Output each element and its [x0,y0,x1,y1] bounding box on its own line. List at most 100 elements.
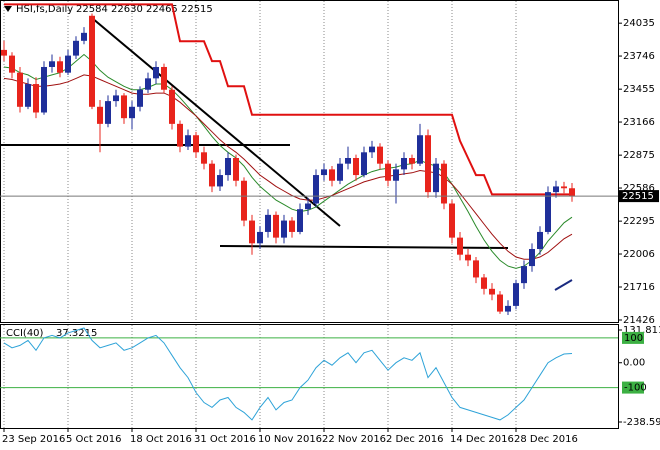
chart-title: HSI,fs,Daily [16,4,73,15]
candle-body [241,180,247,221]
level-label: 100 [624,333,643,344]
candle-body [113,95,119,102]
price-label: 22515 [622,191,654,202]
candle-body [97,106,103,124]
x-tick-label: 18 Oct 2016 [130,434,192,445]
y-tick-label: 131.8119 [623,325,660,336]
level-box [622,381,644,394]
x-tick-label: 5 Oct 2016 [66,434,121,445]
candle-body [393,169,399,181]
candle-body [145,78,151,90]
indicator-line [3,74,573,260]
candle-body [41,66,47,113]
candle-body [513,283,519,306]
x-tick-label: 31 Oct 2016 [194,434,256,445]
y-tick-label: 21716 [623,282,655,293]
candle-body [409,157,415,164]
candle-body [137,89,143,107]
candle-body [441,163,447,204]
trend-line [91,17,341,227]
y-tick-label: 22006 [623,249,655,260]
x-tick-label: 10 Nov 2016 [258,434,322,445]
candle-body [201,152,207,164]
candle-body [1,49,7,56]
cci-title: CCI(40) [6,328,44,339]
candle-body [537,231,543,250]
candle-body [561,186,567,189]
level-box [622,331,644,344]
candle-body [337,163,343,181]
ohlc-header: 22584 22630 22465 22515 [76,4,213,15]
candle-body [193,135,199,153]
candle-body [497,294,503,312]
candle-body [81,32,87,41]
candle-body [121,95,127,119]
candle-body [545,192,551,232]
candle-body [353,157,359,176]
candle-body [257,231,263,244]
candle-body [177,123,183,147]
cci-value: 37.3215 [56,328,97,339]
y-tick-label: 23746 [623,51,655,62]
candle-body [401,157,407,170]
candle-body [369,146,375,153]
candle-body [217,175,223,187]
candle-body [297,209,303,232]
indicator-line [3,53,573,269]
candle-body [57,61,63,73]
candle-body [209,163,215,187]
candle-body [233,157,239,181]
candle-body [529,249,535,267]
candle-body [129,106,135,119]
candle-body [425,135,431,193]
x-tick-label: 14 Dec 2016 [450,434,514,445]
candle-body [289,220,295,232]
y-tick-label: 23166 [623,117,655,128]
candle-body [385,163,391,181]
candle-body [417,135,423,164]
cci-line [3,327,573,421]
y-tick-label: 0.00 [623,358,645,369]
support-line [219,245,509,249]
candle-body [521,266,527,284]
candle-body [65,55,71,73]
candle-body [345,157,351,164]
y-tick-label: -238.593 [623,417,660,428]
candle-body [161,66,167,90]
candle-body [25,84,31,107]
candle-body [169,89,175,124]
y-tick-label: 24035 [623,18,655,29]
candle-body [457,237,463,255]
y-tick-label: 22875 [623,150,655,161]
candle-body [329,169,335,181]
candle-body [489,288,495,295]
candle-body [313,175,319,204]
candle-body [89,15,95,107]
candle-body [361,152,367,176]
candle-body [305,203,311,210]
candle-body [281,220,287,238]
x-tick-label: 23 Sep 2016 [2,434,65,445]
level-label: -100 [624,383,647,394]
indicator-line [4,3,572,196]
candle-body [9,55,15,73]
candle-body [33,84,39,113]
candle-body [449,203,455,238]
cci-panel [0,324,619,429]
y-tick-label: 21426 [623,315,655,326]
candle-body [553,186,559,193]
candle-body [17,72,23,107]
candle-body [249,220,255,244]
candle-body [465,254,471,261]
price-panel [0,0,619,323]
indicator-line [554,279,573,291]
candle-body [433,163,439,193]
price-box [619,190,659,203]
candle-body [105,101,111,124]
candle-body [321,169,327,176]
y-tick-label: 22295 [623,216,655,227]
candle-body [569,188,575,197]
candle-body [49,61,55,67]
y-tick-label: 22586 [623,183,655,194]
